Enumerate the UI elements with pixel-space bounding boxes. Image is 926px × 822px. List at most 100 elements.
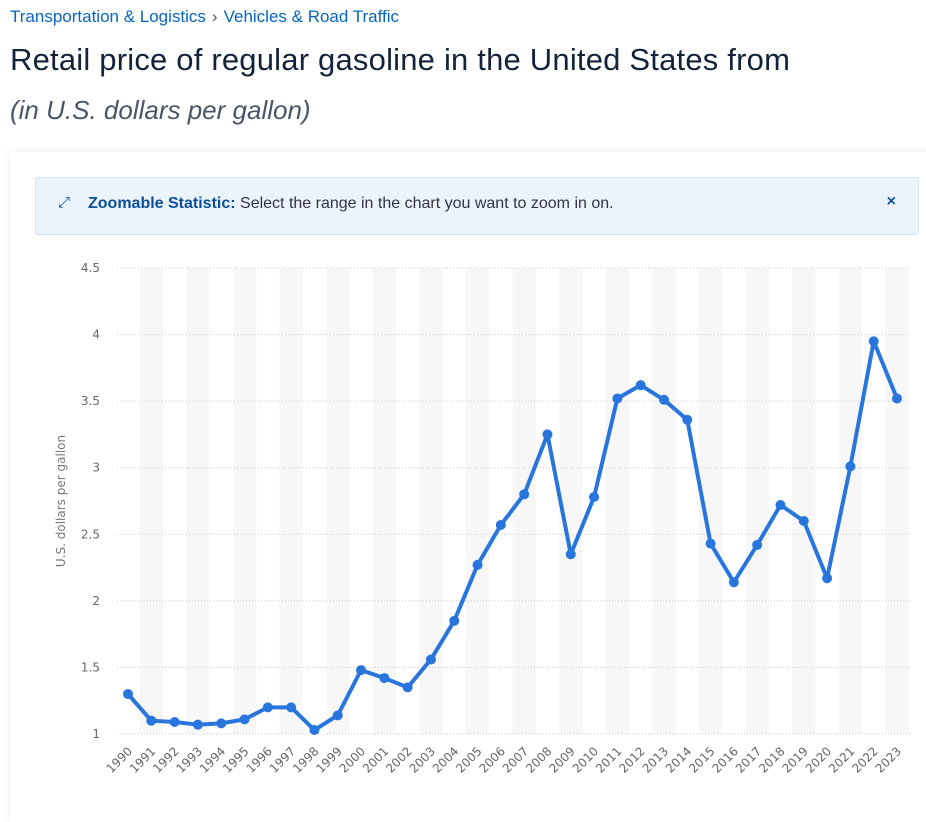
x-tick-label: 2006: [476, 744, 507, 775]
x-tick-label: 2015: [686, 744, 717, 775]
plot-band: [186, 268, 210, 734]
y-tick-label: 3: [92, 461, 100, 475]
x-tick-label: 2010: [570, 744, 601, 775]
data-point: [775, 499, 786, 510]
series-line: [126, 339, 899, 733]
data-point: [425, 654, 436, 665]
x-tick-label: 2014: [663, 744, 694, 775]
data-point: [728, 577, 739, 588]
page-subtitle: (in U.S. dollars per gallon): [10, 95, 311, 125]
x-tick-label: 1990: [104, 744, 135, 775]
plot-band: [559, 268, 583, 734]
x-tick-label: 2019: [779, 744, 810, 775]
plot-band: [326, 268, 350, 734]
plot-band: [512, 268, 536, 734]
breadcrumb-separator: ›: [211, 7, 218, 26]
x-tick-label: 2009: [546, 744, 577, 775]
plot-band: [372, 268, 396, 734]
x-tick-label: 2018: [756, 744, 787, 775]
data-point: [262, 702, 273, 713]
data-point: [565, 549, 576, 560]
data-point: [798, 515, 809, 526]
data-point: [332, 710, 343, 721]
x-tick-label: 2022: [849, 744, 880, 775]
x-tick-label: 2016: [710, 744, 741, 775]
x-tick-label: 1996: [243, 744, 274, 775]
plot-band: [605, 268, 630, 734]
data-point: [402, 682, 413, 693]
x-tick-label: 2013: [640, 744, 671, 775]
plot-band: [885, 268, 909, 734]
data-point: [845, 461, 856, 472]
breadcrumb: Transportation & Logistics › Vehicles & Ro…: [10, 7, 399, 27]
plot-band: [838, 268, 863, 734]
plot-band: [465, 268, 490, 734]
x-tick-label: 1997: [267, 744, 298, 775]
x-tick-label: 1999: [313, 744, 344, 775]
x-tick-label: 2007: [500, 744, 531, 775]
data-point: [752, 539, 763, 550]
y-tick-label: 2.5: [81, 527, 100, 541]
data-point: [542, 429, 553, 440]
data-point: [495, 519, 506, 530]
x-tick-label: 1991: [127, 744, 158, 775]
data-point: [123, 689, 133, 700]
data-point: [589, 492, 600, 503]
data-point: [356, 665, 367, 676]
breadcrumb-link-transportation[interactable]: Transportation & Logistics: [10, 7, 206, 26]
x-tick-label: 2017: [733, 744, 764, 775]
y-tick-label: 2: [92, 594, 100, 608]
x-tick-label: 1992: [150, 744, 181, 775]
y-tick-label: 1.5: [81, 660, 100, 674]
x-tick-label: 1993: [174, 744, 205, 775]
y-tick-label: 4.5: [81, 261, 100, 275]
zoomable-banner: ⤢ Zoomable Statistic: Select the range i…: [35, 177, 919, 235]
plot-band: [279, 268, 303, 734]
x-tick-label: 2004: [430, 744, 461, 775]
data-point: [216, 718, 227, 729]
x-tick-label: 2005: [453, 744, 484, 775]
data-point: [658, 394, 669, 405]
x-tick-label: 1994: [197, 744, 228, 775]
data-point: [379, 673, 390, 684]
data-point: [309, 725, 320, 736]
x-tick-label: 2020: [803, 744, 834, 775]
x-tick-label: 2002: [383, 744, 414, 775]
page-title: Retail price of regular gasoline in the …: [10, 42, 791, 77]
banner-label: Zoomable Statistic:: [88, 195, 236, 212]
y-tick-label: 3.5: [81, 394, 100, 408]
data-point: [822, 573, 833, 584]
plot-band: [698, 268, 723, 734]
x-tick-label: 2023: [873, 744, 904, 775]
data-point: [892, 393, 902, 404]
x-tick-label: 2021: [826, 744, 857, 775]
data-point: [612, 393, 623, 404]
breadcrumb-link-vehicles[interactable]: Vehicles & Road Traffic: [223, 7, 400, 26]
x-tick-label: 2012: [616, 744, 647, 775]
data-point: [169, 717, 180, 728]
banner-text: Select the range in the chart you want t…: [240, 195, 614, 212]
x-tick-label: 2001: [360, 744, 391, 775]
close-banner-button[interactable]: ×: [886, 193, 896, 210]
plot-band: [419, 268, 443, 734]
expand-icon: ⤢: [58, 194, 71, 211]
x-tick-label: 2003: [407, 744, 438, 775]
data-point: [192, 719, 203, 730]
x-tick-label: 2008: [523, 744, 554, 775]
plot-band: [139, 268, 163, 734]
data-point: [682, 414, 693, 425]
data-point: [472, 559, 483, 570]
data-point: [868, 336, 879, 347]
x-tick-label: 2011: [593, 744, 624, 775]
y-tick-label: 4: [92, 328, 100, 342]
x-tick-label: 1998: [290, 744, 321, 775]
data-point: [449, 615, 460, 626]
y-axis-label: U.S. dollars per gallon: [54, 435, 68, 567]
x-tick-label: 2000: [337, 744, 368, 775]
data-point: [286, 702, 297, 713]
plot-band: [652, 268, 676, 734]
x-tick-label: 1995: [220, 744, 251, 775]
data-point: [705, 538, 716, 549]
plot-band: [232, 268, 257, 734]
